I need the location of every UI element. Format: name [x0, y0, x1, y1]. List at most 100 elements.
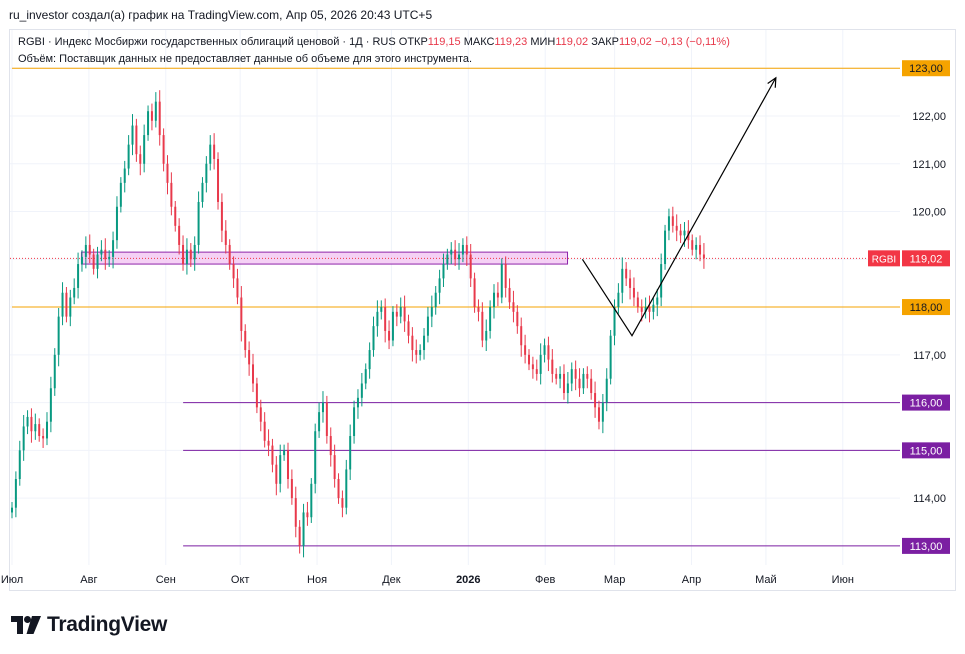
candle-body: [345, 469, 348, 508]
forecast-path: [581, 77, 777, 337]
candle-body: [321, 402, 324, 413]
candle-body: [442, 264, 445, 279]
candle-body: [640, 307, 643, 312]
candle-body: [481, 311, 484, 341]
candle-body: [656, 297, 659, 305]
candle-body: [454, 249, 457, 260]
candle-body: [96, 254, 99, 269]
candle-body: [135, 125, 138, 155]
candle-body: [217, 158, 220, 202]
candle-body: [193, 244, 196, 260]
candle-body: [376, 311, 379, 327]
candle-body: [504, 264, 507, 288]
candle-body: [189, 249, 192, 260]
candle-body: [493, 292, 496, 308]
candle-body: [283, 450, 286, 456]
candle-body: [170, 182, 173, 207]
candle-body: [415, 350, 418, 355]
candle-body: [547, 345, 550, 360]
tradingview-logo[interactable]: TradingView: [11, 613, 167, 637]
candle-body: [539, 354, 542, 374]
candle-body: [131, 125, 134, 145]
candle-body: [423, 335, 426, 351]
candle-body: [356, 397, 359, 408]
candle-body: [411, 335, 414, 351]
candle-body: [699, 244, 702, 255]
x-tick-label: Авг: [80, 574, 97, 586]
candle-body: [391, 311, 394, 341]
candle-body: [648, 307, 651, 312]
candle-body: [127, 144, 130, 169]
candle-body: [244, 330, 247, 351]
x-tick-label: 2026: [456, 574, 480, 586]
candle-body: [434, 292, 437, 308]
candle-body: [325, 402, 328, 437]
symbol-legend: RGBI · Индекс Мосбиржи государственных о…: [18, 36, 730, 48]
last-price-symbol: RGBI: [872, 254, 896, 265]
candle-body: [702, 254, 705, 259]
candle-body: [65, 292, 68, 317]
level-price-label: 118,00: [910, 302, 943, 314]
candle-body: [11, 507, 13, 513]
candle-body: [419, 350, 422, 355]
candle-body: [115, 206, 118, 241]
close-label: ЗАКР: [591, 36, 619, 48]
candle-body: [123, 168, 126, 183]
candle-body: [45, 421, 48, 439]
candle-body: [236, 278, 239, 298]
candle-body: [496, 292, 499, 298]
candle-body: [224, 230, 227, 245]
candle-body: [629, 278, 632, 288]
open-value: 119,15: [427, 36, 461, 48]
candle-body: [671, 216, 674, 226]
candle-body: [26, 416, 29, 427]
candle-body: [675, 225, 678, 231]
x-tick-label: Мар: [604, 574, 626, 586]
candle-body: [209, 144, 212, 164]
candle-body: [259, 407, 262, 422]
high-label: МАКС: [463, 36, 495, 48]
candle-body: [271, 445, 274, 465]
candle-body: [139, 154, 142, 164]
candle-body: [232, 264, 235, 279]
candle-body: [185, 249, 188, 265]
candle-body: [380, 307, 383, 312]
y-tick-label: 114,00: [913, 493, 946, 505]
candle-body: [578, 378, 581, 389]
candle-body: [594, 393, 597, 408]
candle-body: [667, 216, 670, 231]
candle-body: [683, 230, 686, 236]
change-value: −0,13 (−0,11%): [654, 36, 730, 48]
level-price-tag: [902, 60, 950, 77]
candle-body: [279, 455, 282, 484]
level-price-label: 123,00: [909, 63, 943, 75]
candle-body: [430, 307, 433, 317]
level-price-tag: [902, 537, 950, 554]
candle-body: [535, 369, 538, 374]
x-tick-label: Ноя: [307, 574, 327, 586]
candle-body: [57, 316, 60, 355]
candle-body: [201, 182, 204, 202]
candle-body: [38, 424, 41, 437]
candle-body: [147, 111, 150, 136]
candle-body: [18, 450, 21, 480]
candle-body: [158, 101, 161, 136]
candle-body: [485, 330, 488, 341]
candle-body: [34, 424, 37, 432]
candle-body: [329, 436, 332, 456]
candle-body: [100, 249, 103, 255]
low-label: МИН: [530, 36, 556, 48]
candle-body: [80, 256, 83, 265]
candle-body: [298, 526, 301, 546]
candle-body: [473, 278, 476, 308]
candle-body: [477, 307, 480, 312]
candle-body: [286, 450, 289, 480]
y-tick-label: 120,00: [912, 207, 946, 219]
candle-body: [458, 254, 461, 260]
candle-body: [108, 256, 111, 260]
candle-body: [92, 254, 95, 269]
low-value: 119,02: [555, 36, 589, 48]
forecast-arrowhead: [767, 76, 777, 88]
tradingview-logo-icon: [11, 616, 41, 634]
